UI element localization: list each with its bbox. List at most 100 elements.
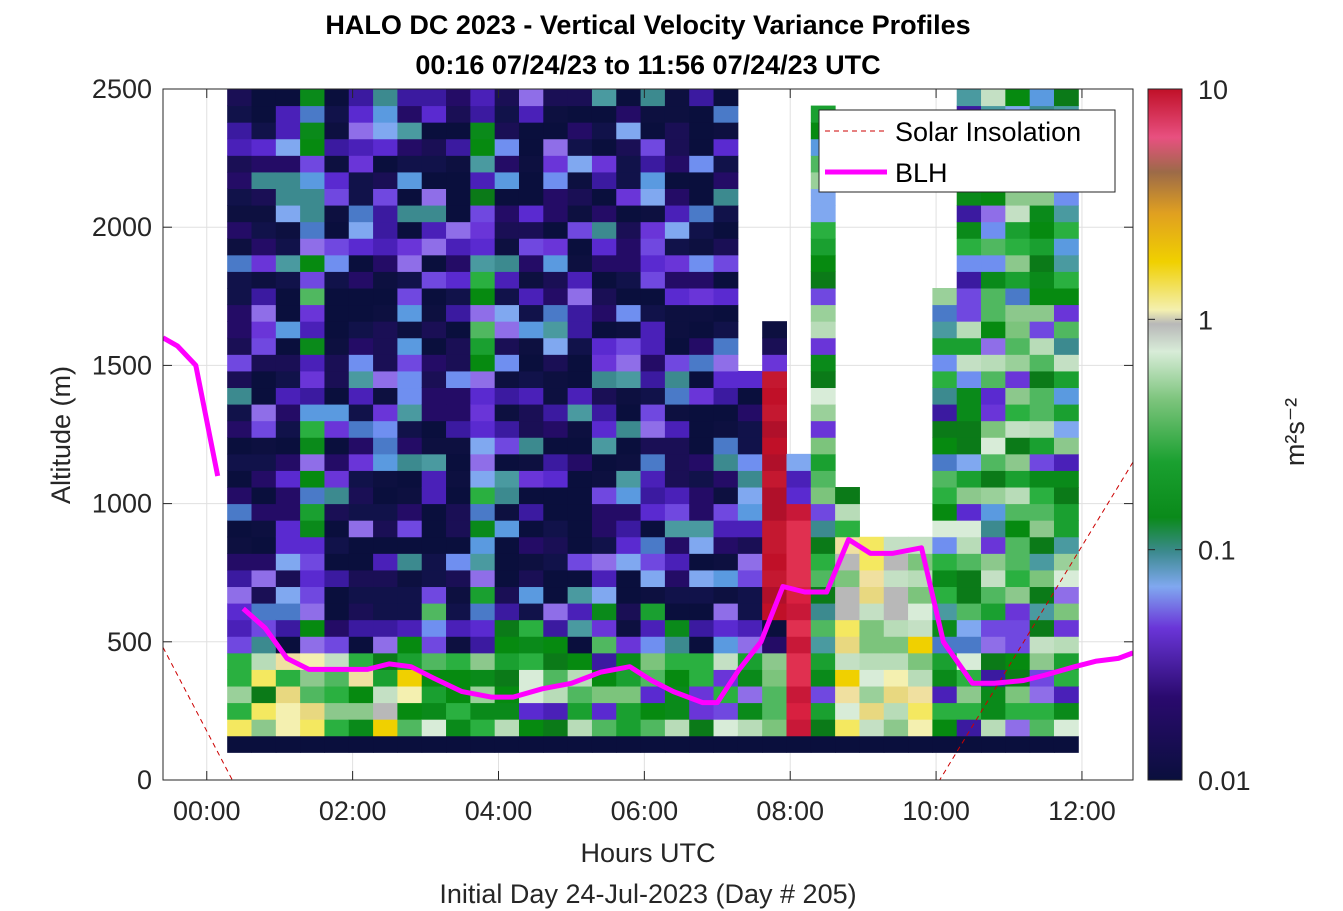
heatmap-cell bbox=[421, 171, 447, 189]
heatmap-cell bbox=[567, 155, 593, 173]
heatmap-cell bbox=[373, 238, 398, 256]
heatmap-cell bbox=[1005, 453, 1031, 471]
heatmap-cell bbox=[786, 636, 812, 654]
heatmap-cell bbox=[227, 569, 252, 588]
heatmap-cell bbox=[494, 636, 520, 654]
heatmap-cell bbox=[251, 89, 277, 107]
heatmap-cell bbox=[616, 503, 642, 521]
heatmap-cell bbox=[251, 536, 277, 554]
heatmap-cell bbox=[689, 603, 715, 621]
heatmap-cell bbox=[640, 487, 666, 505]
heatmap-cell bbox=[421, 304, 447, 322]
heatmap-cell bbox=[640, 188, 666, 206]
heatmap-cell bbox=[786, 603, 812, 621]
heatmap-cell bbox=[981, 188, 1006, 206]
heatmap-cell bbox=[713, 138, 739, 156]
heatmap-cell bbox=[543, 619, 569, 637]
heatmap-cell bbox=[470, 553, 496, 571]
heatmap-cell bbox=[616, 105, 642, 123]
heatmap-cell bbox=[397, 702, 423, 720]
heatmap-cell bbox=[421, 686, 447, 704]
heatmap-cell bbox=[664, 586, 690, 604]
heatmap-cell bbox=[421, 122, 447, 140]
heatmap-cell bbox=[494, 271, 520, 289]
heatmap-cell bbox=[227, 89, 252, 107]
heatmap-cell bbox=[932, 735, 958, 753]
heatmap-cell bbox=[348, 404, 374, 422]
heatmap-cell bbox=[397, 171, 423, 189]
heatmap-cell bbox=[713, 569, 739, 588]
heatmap-cell bbox=[300, 669, 325, 687]
heatmap-cell bbox=[251, 271, 277, 289]
heatmap-cell bbox=[956, 619, 982, 637]
heatmap-cell bbox=[373, 138, 398, 156]
heatmap-cell bbox=[348, 569, 374, 588]
heatmap-cell bbox=[470, 122, 496, 140]
heatmap-cell bbox=[397, 437, 423, 455]
heatmap-cell bbox=[713, 205, 739, 223]
heatmap-cell bbox=[1005, 586, 1031, 604]
heatmap-cell bbox=[348, 669, 374, 687]
heatmap-cell bbox=[664, 735, 690, 753]
heatmap-cell bbox=[518, 719, 544, 737]
heatmap-cell bbox=[494, 354, 520, 372]
heatmap-cell bbox=[713, 603, 739, 621]
heatmap-cell bbox=[1029, 89, 1055, 107]
heatmap-cell bbox=[373, 453, 398, 471]
heatmap-cell bbox=[543, 669, 569, 687]
heatmap-cell bbox=[956, 337, 982, 355]
heatmap-cell bbox=[251, 569, 277, 588]
heatmap-cell bbox=[227, 288, 252, 306]
heatmap-cell bbox=[591, 503, 617, 521]
heatmap-cell bbox=[470, 503, 496, 521]
heatmap-cell bbox=[1053, 553, 1079, 571]
heatmap-cell bbox=[713, 520, 739, 538]
heatmap-cell bbox=[300, 370, 325, 389]
heatmap-cell bbox=[932, 288, 958, 306]
heatmap-cell bbox=[640, 89, 666, 107]
heatmap-cell bbox=[470, 89, 496, 107]
heatmap-cell bbox=[1053, 669, 1079, 687]
heatmap-cell bbox=[981, 304, 1006, 322]
heatmap-cell bbox=[932, 503, 958, 521]
heatmap-cell bbox=[591, 138, 617, 156]
heatmap-cell bbox=[348, 271, 374, 289]
heatmap-cell bbox=[932, 453, 958, 471]
heatmap-cell bbox=[324, 636, 350, 654]
heatmap-cell bbox=[664, 652, 690, 670]
heatmap-cell bbox=[275, 470, 301, 488]
heatmap-cell bbox=[275, 719, 301, 737]
heatmap-cell bbox=[567, 188, 593, 206]
heatmap-cell bbox=[348, 586, 374, 604]
heatmap-cell bbox=[518, 155, 544, 173]
x-axis-label: Hours UTC bbox=[580, 838, 715, 868]
heatmap-cell bbox=[373, 404, 398, 422]
heatmap-cell bbox=[932, 470, 958, 488]
heatmap-cell bbox=[664, 171, 690, 189]
heatmap-cell bbox=[543, 337, 569, 355]
heatmap-cell bbox=[397, 586, 423, 604]
heatmap-cell bbox=[300, 105, 325, 123]
heatmap-cell bbox=[470, 536, 496, 554]
heatmap-cell bbox=[883, 619, 909, 637]
heatmap-cell bbox=[567, 271, 593, 289]
x-tick-label: 02:00 bbox=[319, 796, 387, 826]
heatmap-cell bbox=[1029, 536, 1055, 554]
heatmap-cell bbox=[567, 470, 593, 488]
heatmap-cell bbox=[227, 122, 252, 140]
heatmap-cell bbox=[227, 686, 252, 704]
heatmap-cell bbox=[446, 487, 471, 505]
heatmap-cell bbox=[616, 437, 642, 455]
heatmap-cell bbox=[835, 686, 860, 704]
heatmap-cell bbox=[494, 221, 520, 239]
heatmap-cell bbox=[543, 105, 569, 123]
heatmap-cell bbox=[591, 586, 617, 604]
heatmap-cell bbox=[543, 321, 569, 339]
heatmap-cell bbox=[251, 288, 277, 306]
heatmap-cell bbox=[616, 686, 642, 704]
heatmap-cell bbox=[664, 437, 690, 455]
heatmap-cell bbox=[981, 686, 1006, 704]
heatmap-cell bbox=[397, 420, 423, 438]
heatmap-cell bbox=[421, 337, 447, 355]
